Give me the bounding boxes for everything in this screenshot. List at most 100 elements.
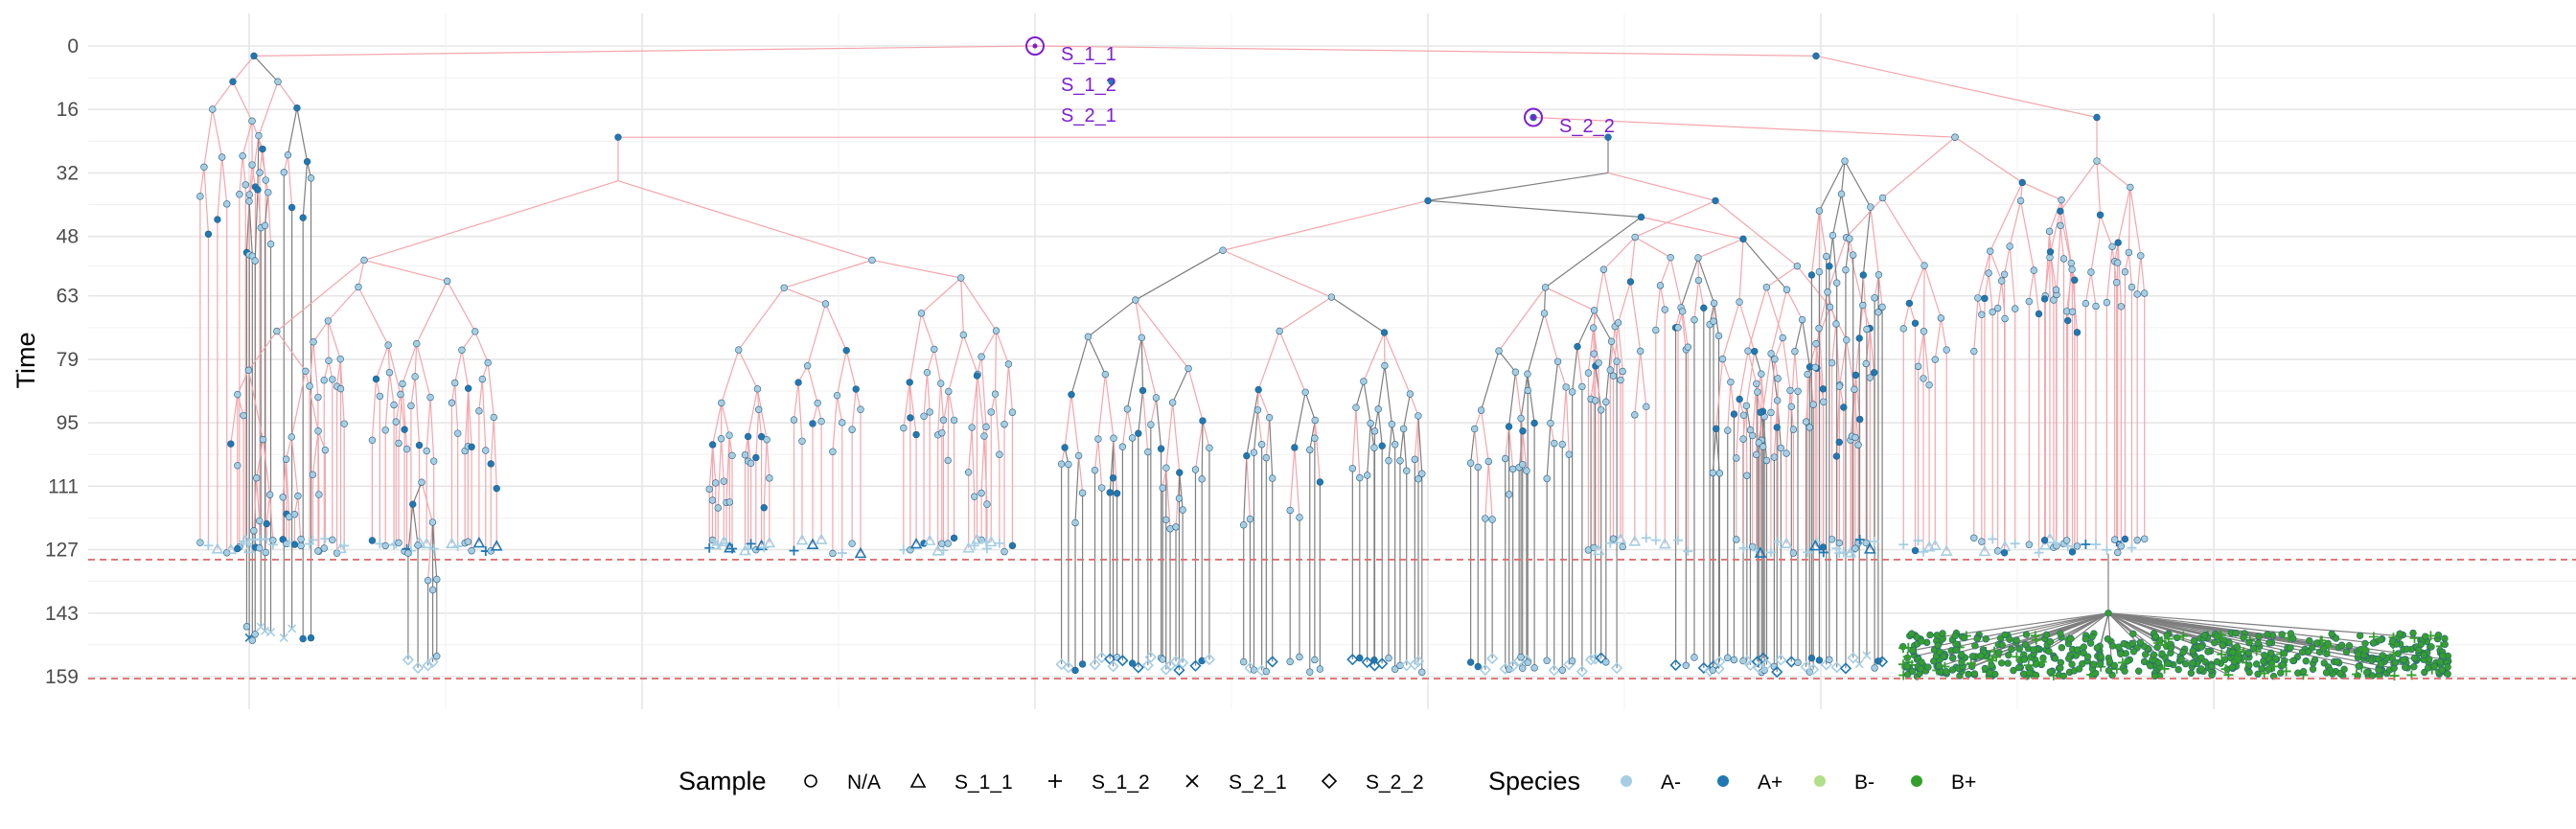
tree-leaf [1008,541,1017,550]
tree-node [2159,663,2170,674]
tree-node [2058,196,2065,204]
tree-leaf [1346,654,1359,666]
tree-node [1265,413,1274,422]
tree-leaf [1418,668,1426,677]
tree-node [1918,658,1925,666]
y-tick-label: 111 [48,475,79,497]
tree-edge [1715,358,1724,429]
tree-node [2232,630,2240,637]
tree-node [2083,653,2092,660]
tree-leaf [763,536,776,548]
tree-node [1859,271,1868,279]
tree-node [1296,514,1303,521]
tree-node [1905,299,1914,308]
tree-node [2361,639,2369,648]
tree-node [1091,466,1099,474]
tree-edge [1629,237,1636,283]
tree-leaf [1568,656,1576,665]
tree-leaf [1775,654,1787,666]
tree-node [2067,634,2075,643]
legend-label-species: B- [1854,771,1874,794]
tree-edge [1587,327,1595,374]
tree-edge [1934,317,1942,360]
tree-node [2402,663,2409,671]
tree-node [2121,267,2129,276]
tree-node [2289,656,2297,665]
tree-node [1206,444,1213,452]
tree-edge [1917,331,1925,367]
tree-edge [327,287,359,322]
tree-node [384,341,392,349]
tree-node [1363,472,1371,479]
tree-leaf [1714,656,1726,668]
tree-node [1812,52,1820,60]
tree-node [987,408,995,416]
tree-node [2244,649,2252,657]
tree-edge [1377,365,1386,409]
tree-node [1123,405,1132,413]
tree-node [1823,252,1830,261]
tree-node [728,451,736,460]
tree-node [236,191,243,198]
tree-node [1804,370,1811,379]
tree-leaf [1619,542,1626,551]
tree-node [1162,464,1170,472]
tree-leaf [2051,538,2061,548]
tree-leaf [2141,535,2149,542]
tree-edge [1545,287,1595,311]
tree-leaf [1862,539,1870,547]
tree-node [2051,655,2059,662]
tree-edge [327,320,341,359]
tree-node [1199,417,1207,425]
tree-leaf [2025,541,2034,548]
tree-edge [1172,368,1189,403]
tree-node [2231,653,2242,663]
tree-node [780,284,788,291]
tree-node [2068,660,2076,668]
tree-node [1068,391,1075,399]
tree-node [1973,634,1981,643]
tree-node [983,500,991,508]
tree-node [381,426,389,434]
tree-node [255,131,263,140]
tree-leaf [1658,537,1671,549]
tree-node [2287,644,2294,652]
tree-node [2088,633,2096,641]
tree-node [1806,424,1813,431]
tree-node [725,498,734,506]
tree-edge [1593,327,1599,363]
tree-node [2403,645,2411,653]
tree-edge [478,379,483,411]
tree-edge [221,156,228,204]
tree-edge [1201,421,1204,479]
tree-edge [756,388,768,440]
tree-edge [2107,612,2374,644]
tree-node [1951,632,1959,640]
tree-leaf [1486,652,1499,665]
tree-edge [1484,461,1489,519]
tree-edge [1507,372,1517,427]
tree-node [1753,380,1760,388]
tree-edge [253,55,279,82]
tree-leaf [2010,539,2020,549]
tree-node [1106,489,1114,496]
tree-node [2150,672,2159,680]
tree-node [2229,648,2237,656]
tree-node [1736,395,1743,403]
tree-edge [871,259,961,279]
tree-leaf [1828,536,1836,543]
tree-node [1471,425,1479,433]
tree-leaf [1669,658,1682,672]
tree-leaf [2000,549,2009,557]
tree-node [239,152,246,160]
tree-node [1184,364,1192,373]
tree-node [262,176,269,184]
tree-edge [755,409,760,458]
tree-node [1733,454,1740,462]
tree-node [1909,667,1917,675]
tree-edge [2049,199,2062,232]
tree-node [2322,669,2331,677]
tree-leaf [211,542,224,554]
tree-edge [1745,351,1756,406]
tree-edge [2090,215,2102,273]
